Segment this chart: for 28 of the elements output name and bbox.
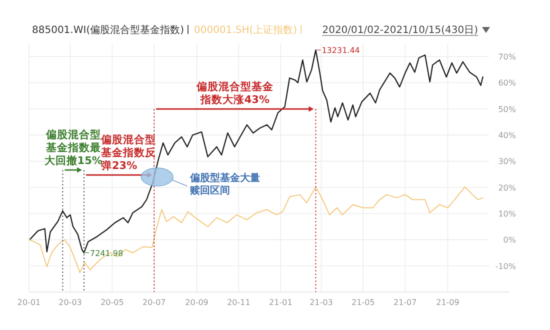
y-tick-label: 0%	[503, 236, 516, 245]
x-tick-label: 20-01	[17, 298, 41, 307]
annotation: 偏股混合型基金指数大涨43%	[195, 80, 274, 106]
x-tick-label: 21-09	[436, 298, 460, 307]
legend-label: 885001.WI(偏股混合型基金指数)	[32, 24, 184, 36]
annotation: 7241.98	[90, 248, 124, 258]
x-tick-label: 20-05	[100, 298, 124, 307]
y-tick-label: 50%	[498, 104, 516, 114]
y-tick-label: 10%	[498, 210, 516, 219]
annotation: 偏股混合型基金指数反弹23%	[100, 133, 158, 172]
x-tick-label: 20-03	[58, 298, 82, 307]
x-tick-label: 21-01	[269, 298, 292, 307]
y-tick-label: 30%	[498, 157, 516, 166]
x-tick-label: 20-07	[142, 298, 166, 307]
y-tick-label: 40%	[498, 131, 516, 140]
y-tick-label: 70%	[498, 52, 516, 62]
x-tick-label: 20-09	[185, 298, 208, 307]
y-tick-label: 60%	[498, 78, 516, 88]
x-tick-label: 21-07	[393, 298, 417, 307]
annotation: 13231.44	[322, 46, 360, 56]
y-tick-label: 20%	[498, 183, 516, 192]
annotation: 偏股型基金大量赎回区间	[189, 172, 260, 196]
x-tick-label: 21-05	[352, 298, 375, 307]
x-tick-label: 20-11	[227, 298, 250, 307]
legend-label: 000001.SH(上证指数)	[194, 24, 298, 36]
chart-subtitle: 2020/01/02-2021/10/15(430日)	[322, 25, 478, 36]
y-tick-label: -10%	[495, 262, 516, 271]
x-tick-label: 21-03	[310, 298, 333, 307]
